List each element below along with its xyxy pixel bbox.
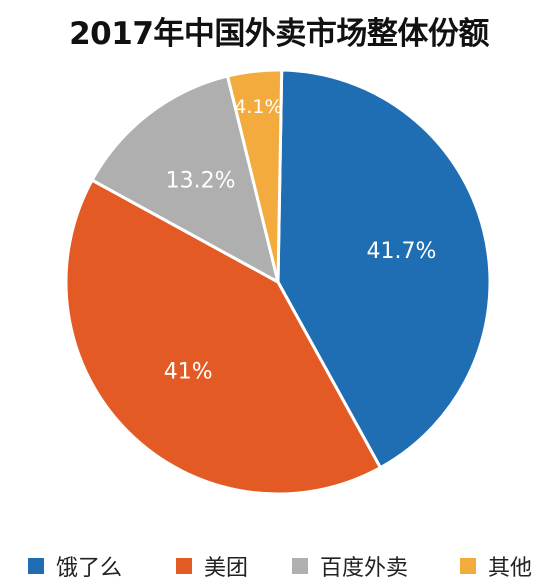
legend-item-meituan: 美团: [176, 548, 248, 584]
pie-slice-other: [226, 68, 284, 284]
pie-chart: 41.7% 41% 13.2% 4.1%: [64, 68, 492, 496]
pie-slice-meituan: [64, 178, 382, 496]
legend-item-other: 其他: [460, 548, 532, 584]
legend-swatch-baidu-waimai: [292, 558, 308, 574]
pie-label-eleme: 41.7%: [367, 239, 437, 264]
pie-slice-eleme: [276, 68, 492, 470]
legend-item-baidu-waimai: 百度外卖: [292, 548, 408, 584]
legend-label-meituan: 美团: [204, 556, 249, 581]
pie-data-labels: 41.7% 41% 13.2% 4.1%: [164, 96, 437, 384]
chart-title: 2017年中国外卖市场整体份额: [69, 16, 489, 52]
legend-label-eleme: 饿了么: [56, 556, 123, 581]
legend-item-eleme: 饿了么: [28, 548, 122, 584]
legend-label-other: 其他: [488, 556, 533, 581]
legend-swatch-eleme: [28, 558, 44, 574]
pie-slices: [64, 68, 492, 496]
pie-label-meituan: 41%: [164, 360, 213, 385]
pie-label-baidu-waimai: 13.2%: [166, 169, 236, 194]
legend-label-baidu-waimai: 百度外卖: [320, 556, 409, 581]
pie-label-other: 4.1%: [234, 96, 282, 118]
legend-swatch-meituan: [176, 558, 192, 574]
chart-legend: 饿了么 美团 百度外卖 其他: [28, 548, 548, 584]
legend-swatch-other: [460, 558, 476, 574]
pie-slice-baidu-waimai: [90, 74, 280, 284]
